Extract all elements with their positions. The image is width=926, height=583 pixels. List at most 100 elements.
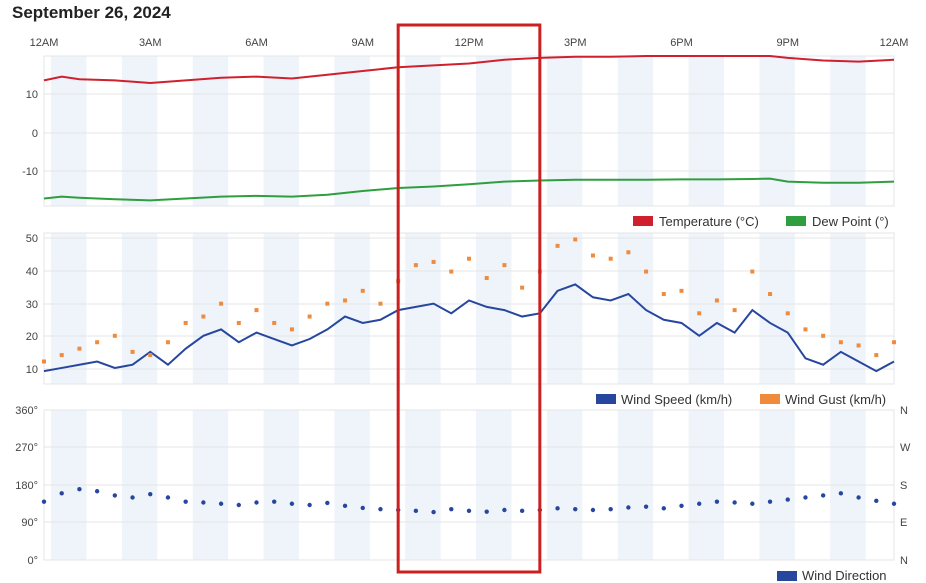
wind-gust-point (130, 349, 135, 354)
time-band (759, 233, 795, 384)
x-tick-label: 6AM (245, 37, 268, 49)
y-tick-label: 0° (27, 555, 38, 567)
time-band (830, 56, 866, 206)
wind-gust-point (343, 298, 348, 303)
page-title: September 26, 2024 (12, 3, 171, 22)
x-tick-label: 12AM (30, 37, 59, 49)
wind-direction-point (130, 495, 135, 500)
compass-tick-label: S (900, 480, 907, 492)
wind-gust-point (95, 340, 100, 345)
compass-tick-label: W (900, 442, 911, 454)
wind-legend: Wind Speed (km/h) Wind Gust (km/h) (596, 392, 886, 407)
legend-label-dew-point: Dew Point (°) (812, 214, 889, 229)
wind-direction-point (874, 498, 879, 504)
wind-gust-point (272, 320, 277, 325)
wind-direction-point (41, 499, 47, 504)
wind-gust-point (413, 263, 418, 268)
wind-direction-point (679, 503, 684, 509)
wind-direction-point (838, 491, 844, 496)
wind-gust-point (378, 301, 383, 306)
wind-direction-point (732, 500, 737, 505)
wind-direction-point (112, 493, 118, 498)
wind-gust-point (573, 237, 578, 242)
wind-gust-point (325, 301, 330, 306)
legend-label-wind-speed: Wind Speed (km/h) (621, 392, 732, 407)
wind-gust-point (112, 333, 117, 338)
wind-gust-point (803, 327, 808, 332)
highlight-box (396, 23, 542, 574)
x-tick-label: 12AM (880, 37, 909, 49)
wind-direction-point (484, 509, 489, 514)
time-band (546, 56, 583, 206)
wind-direction-point (573, 506, 578, 512)
x-tick-label: 3AM (139, 37, 162, 49)
x-tick-label: 12PM (455, 37, 484, 49)
wind-series (42, 237, 896, 373)
dir-gridlines (43, 409, 895, 561)
wind-direction-point (750, 501, 755, 506)
wind-gust-point (892, 340, 896, 345)
wind-direction-point (767, 499, 773, 504)
wind-gust-point (768, 292, 773, 297)
wind-speed-line (43, 283, 895, 373)
wind-direction-point (643, 504, 649, 509)
wind-direction-point (449, 506, 454, 512)
wind-direction-point (891, 501, 897, 506)
time-band (759, 56, 795, 206)
y-tick-label: 10 (26, 89, 38, 101)
wind-gust-point (697, 311, 702, 316)
time-band (263, 233, 299, 384)
dir-series (41, 486, 897, 515)
wind-gust-point (856, 343, 861, 348)
wind-gust-point (484, 275, 489, 280)
wind-direction-point (254, 500, 259, 505)
time-band (617, 233, 654, 384)
wind-direction-point (555, 506, 560, 511)
wind-gust-point (148, 353, 153, 358)
time-band (688, 233, 724, 384)
y-tick-label: -10 (22, 166, 38, 178)
wind-gust-point (449, 269, 454, 274)
y-tick-label: 90° (21, 517, 38, 529)
wind-direction-point (183, 499, 188, 504)
x-tick-label: 9AM (351, 37, 374, 49)
time-band (830, 233, 866, 384)
time-band (51, 56, 87, 206)
wind-gust-point (219, 301, 224, 306)
time-band (405, 56, 441, 206)
wind-direction-point (165, 495, 171, 500)
wind-gust-point (838, 340, 843, 345)
wind-gust-point (502, 263, 507, 268)
panel-frame (43, 232, 895, 385)
temp-legend: Temperature (°C) Dew Point (°) (633, 214, 889, 229)
wind-gust-point (644, 269, 649, 274)
wind-direction-point (697, 501, 702, 506)
wind-y-ticks: 50 40 30 20 10 (26, 233, 38, 376)
wind-direction-point (307, 502, 312, 508)
wind-gridlines (43, 232, 895, 385)
wind-direction-point (413, 508, 419, 514)
wind-direction-point (325, 500, 330, 506)
wind-direction-point (714, 499, 720, 504)
wind-gust-point (183, 320, 188, 325)
wind-direction-point (360, 505, 365, 511)
wind-direction-point (502, 507, 507, 513)
y-tick-label: 50 (26, 233, 38, 245)
panel-frame (43, 55, 895, 207)
wind-direction-point (626, 505, 631, 510)
compass-tick-label: N (900, 405, 908, 417)
wind-panel: 50 40 30 20 10 (26, 232, 896, 385)
wind-direction-point (289, 501, 295, 506)
wind-gust-point (608, 256, 613, 261)
wind-gust-point (555, 243, 560, 248)
legend-swatch-dew-point (786, 216, 806, 226)
wind-direction-point (94, 489, 100, 494)
wind-gust-point (661, 292, 666, 297)
wind-direction-point (785, 497, 790, 502)
wind-direction-point (431, 509, 436, 515)
wind-gust-point (360, 288, 365, 293)
wind-gust-point (165, 340, 170, 345)
wind-gust-point (42, 359, 46, 364)
wind-gust-point (520, 285, 525, 290)
wind-direction-point (378, 506, 383, 512)
